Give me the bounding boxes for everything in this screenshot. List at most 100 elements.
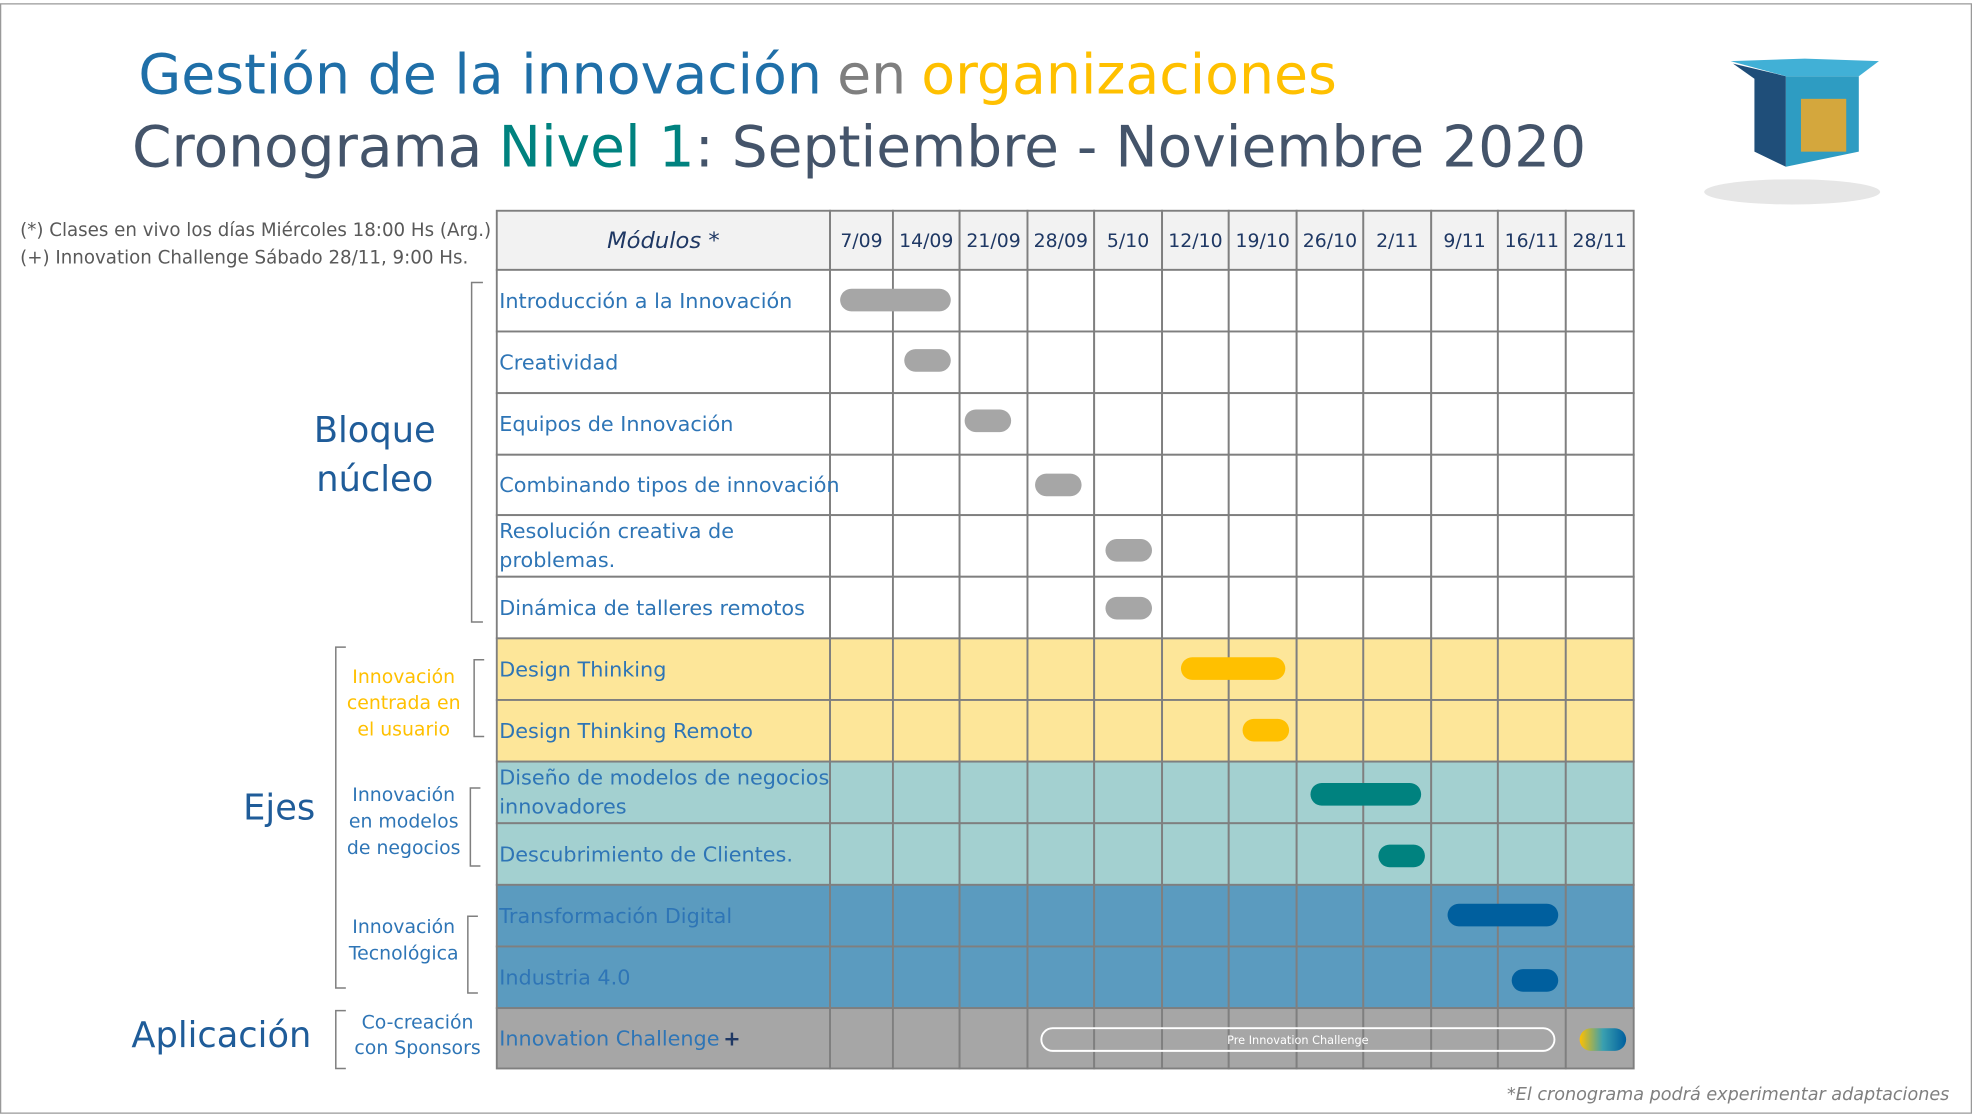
pre-challenge-label: Pre Innovation Challenge <box>1227 1034 1368 1047</box>
table-cell <box>1295 945 1365 1010</box>
table-cell <box>891 699 961 763</box>
table-cell <box>1295 1007 1365 1070</box>
table-cell <box>1227 1007 1298 1070</box>
table-cell <box>1496 330 1567 395</box>
table-cell <box>1227 883 1298 948</box>
table-cell <box>829 883 894 948</box>
table-cell <box>495 822 831 886</box>
table-cell <box>495 1007 831 1070</box>
box-icon <box>1704 58 1881 205</box>
table-cell <box>891 392 961 456</box>
module-name: Innovation Challenge + <box>499 1027 740 1051</box>
table-cell <box>1362 575 1433 640</box>
table-cell <box>1362 1007 1433 1070</box>
table-cell <box>958 883 1029 948</box>
module-name: Diseño de modelos de negocios <box>499 766 829 790</box>
table-cell <box>1093 453 1164 517</box>
table-cell <box>829 575 894 640</box>
table-cell <box>891 1007 961 1070</box>
table-cell <box>1362 637 1433 701</box>
table-cell <box>1430 575 1499 640</box>
table-cell <box>1161 760 1230 825</box>
table-cell <box>958 699 1029 763</box>
pre-challenge-bar <box>1040 1027 1556 1052</box>
table-cell <box>1093 822 1164 886</box>
module-name: problemas. <box>499 548 615 572</box>
table-cell <box>1026 945 1096 1010</box>
group-label: Co-creación <box>362 1012 474 1034</box>
schedule-bar <box>1447 903 1559 927</box>
table-cell <box>1161 330 1230 395</box>
table-cell <box>1362 453 1433 517</box>
table-cell <box>495 514 831 578</box>
title-line2: Cronograma Nivel 1: Septiembre - Noviembr… <box>132 114 1586 180</box>
module-name: innovadores <box>499 795 626 819</box>
table-cell <box>1564 945 1635 1010</box>
schedule-bar <box>1105 596 1153 620</box>
table-cell <box>1295 575 1365 640</box>
header-text: Módulos * <box>607 228 719 254</box>
group-label: Innovación <box>352 666 455 688</box>
table-cell <box>1227 453 1298 517</box>
table-cell <box>1093 883 1164 948</box>
header-text: 5/10 <box>1107 230 1149 252</box>
table-cell <box>1362 392 1433 456</box>
header-cell <box>1295 209 1365 271</box>
schedule-bar <box>1180 657 1286 680</box>
table-cell <box>1093 760 1164 825</box>
table-cell <box>1564 822 1635 886</box>
table-cell <box>958 514 1029 578</box>
note: (*) Clases en vivo los días Miércoles 18… <box>20 220 491 241</box>
module-name: Combinando tipos de innovación <box>499 473 839 497</box>
table-cell <box>1496 637 1567 701</box>
table-cell <box>1161 453 1230 517</box>
table-cell <box>958 637 1029 701</box>
module-name: Design Thinking Remoto <box>499 719 753 743</box>
header-text: 26/10 <box>1303 230 1357 252</box>
table-cell <box>891 945 961 1010</box>
table-cell <box>958 1007 1029 1070</box>
title-line1: Gestión de la innovación en organizaciones <box>138 44 1337 108</box>
table-cell <box>1496 760 1567 825</box>
table-cell <box>1362 330 1433 395</box>
header-cell <box>1161 209 1230 271</box>
table-cell <box>958 945 1029 1010</box>
table-cell <box>1564 453 1635 517</box>
group-label: de negocios <box>347 837 461 859</box>
header-text: 28/09 <box>1034 230 1088 252</box>
table-cell <box>1227 945 1298 1010</box>
table-cell <box>829 822 894 886</box>
table-cell <box>891 883 961 948</box>
module-name: Design Thinking <box>499 657 666 681</box>
module-name: Resolución creativa de <box>499 519 734 543</box>
schedule-bar <box>1511 969 1559 992</box>
module-name: Industria 4.0 <box>499 966 630 990</box>
schedule-bar <box>1310 782 1422 806</box>
table-cell <box>495 392 831 456</box>
table-cell <box>1026 268 1096 333</box>
table-cell <box>1362 514 1433 578</box>
module-name: Transformación Digital <box>498 904 732 928</box>
table-cell <box>1430 760 1499 825</box>
header-text: 2/11 <box>1376 230 1418 252</box>
table-cell <box>1227 822 1298 886</box>
table-cell <box>1362 268 1433 333</box>
table-cell <box>1026 760 1096 825</box>
module-name: Introducción a la Innovación <box>499 289 792 313</box>
table-cell <box>1295 453 1365 517</box>
schedule-bar <box>1035 473 1082 497</box>
table-cell <box>1093 392 1164 456</box>
table-cell <box>1564 330 1635 395</box>
table-cell <box>1564 883 1635 948</box>
table-cell <box>1430 514 1499 578</box>
group-label: centrada en <box>347 692 461 714</box>
table-cell <box>1362 883 1433 948</box>
table-cell <box>829 1007 894 1070</box>
group-label: en modelos <box>349 810 459 832</box>
table-cell <box>1430 392 1499 456</box>
header-text: 19/10 <box>1236 230 1290 252</box>
header-cell <box>1026 209 1096 271</box>
table-cell <box>1362 945 1433 1010</box>
schedule-bar <box>1105 539 1153 562</box>
